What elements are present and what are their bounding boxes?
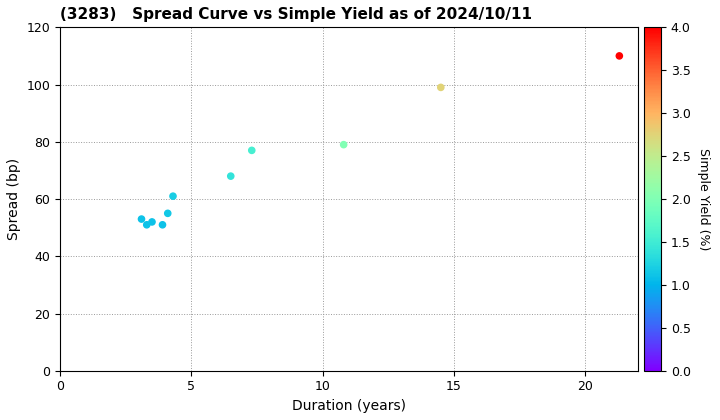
Y-axis label: Spread (bp): Spread (bp)	[7, 158, 21, 240]
Y-axis label: Simple Yield (%): Simple Yield (%)	[697, 148, 710, 250]
Point	[141, 221, 153, 228]
Text: (3283)   Spread Curve vs Simple Yield as of 2024/10/11: (3283) Spread Curve vs Simple Yield as o…	[60, 7, 532, 22]
Point	[157, 221, 168, 228]
Point	[225, 173, 236, 179]
Point	[167, 193, 179, 199]
Point	[435, 84, 446, 91]
Point	[136, 216, 148, 223]
Point	[146, 218, 158, 225]
Point	[338, 141, 349, 148]
Point	[162, 210, 174, 217]
Point	[613, 52, 625, 59]
Point	[246, 147, 258, 154]
X-axis label: Duration (years): Duration (years)	[292, 399, 406, 413]
